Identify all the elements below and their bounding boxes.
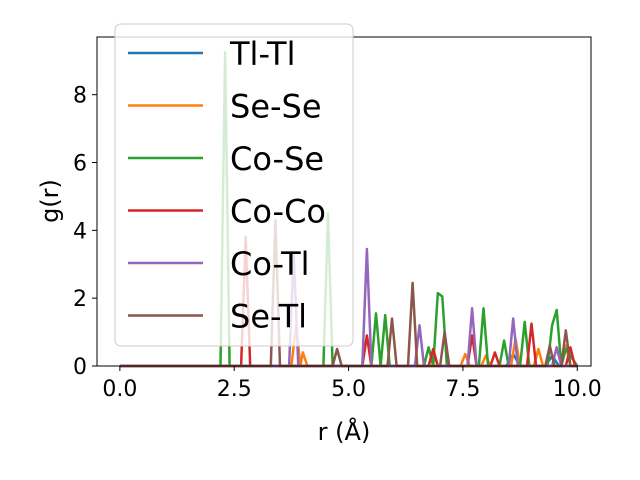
x-tick-label: 2.5 [217, 377, 252, 402]
legend-label-4: Co-Co [230, 193, 326, 231]
y-tick-label: 2 [73, 287, 87, 312]
x-tick-label: 5.0 [331, 377, 366, 402]
legend-label-1: Tl-Tl [229, 35, 295, 73]
legend: Tl-Tl Se-Se Co-Se Co-Co Co-Tl Se-Tl [114, 23, 354, 347]
y-tick-label: 0 [73, 355, 87, 380]
legend-label-6: Se-Tl [230, 298, 307, 336]
y-tick-label: 6 [73, 151, 87, 176]
y-tick-label: 8 [73, 84, 87, 109]
x-tick-label: 0.0 [102, 377, 137, 402]
legend-label-3: Co-Se [230, 140, 324, 178]
legend-label-5: Co-Tl [230, 245, 310, 283]
x-axis-ticks: 0.0 2.5 5.0 7.5 10.0 [102, 366, 602, 402]
x-tick-label: 7.5 [445, 377, 480, 402]
y-axis-ticks: 0 2 4 6 8 [73, 84, 97, 380]
y-axis-label: g(r) [36, 179, 64, 223]
x-axis-label: r (Å) [318, 417, 371, 446]
y-tick-label: 4 [73, 219, 87, 244]
x-tick-label: 10.0 [553, 377, 602, 402]
legend-label-2: Se-Se [230, 88, 322, 126]
